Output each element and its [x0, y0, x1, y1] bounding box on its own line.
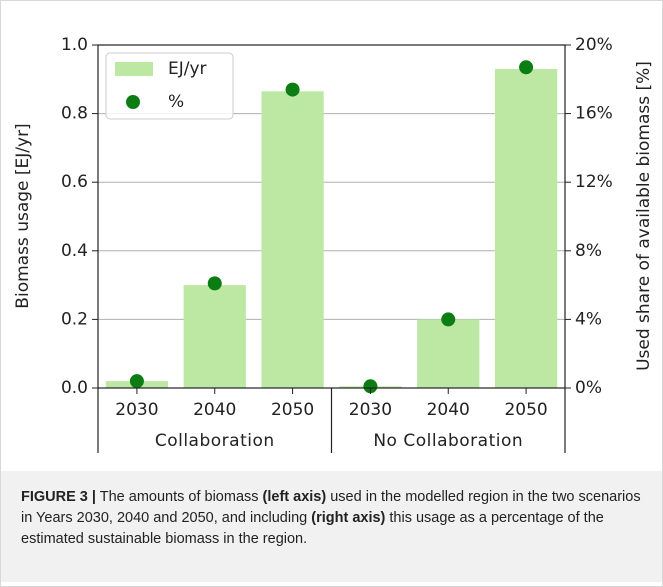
legend-label: % [168, 92, 184, 112]
y2-axis-label: Used share of available biomass [%] [634, 61, 654, 371]
legend-patch [115, 62, 153, 76]
y-tick-label: 0.0 [61, 378, 88, 398]
y2-tick-label: 8% [575, 241, 602, 261]
x-tick-label: 2040 [427, 400, 470, 420]
caption-text: The amounts of biomass [95, 489, 263, 505]
y-tick-label: 0.4 [61, 241, 88, 261]
group-label: Collaboration [155, 431, 275, 451]
y-tick-label: 1.0 [61, 35, 88, 55]
legend-label: EJ/yr [168, 59, 207, 79]
caption: FIGURE 3 | The amounts of biomass (left … [1, 471, 662, 582]
caption-text: used in the modelled region in the two s… [21, 489, 641, 526]
dot [441, 312, 456, 327]
group-label: No Collaboration [373, 431, 523, 451]
caption-text: (right axis) [311, 510, 386, 526]
y2-tick-label: 16% [575, 104, 613, 124]
bar [183, 285, 246, 388]
x-tick-label: 2050 [504, 400, 547, 420]
chart: Biomass usage [EJ/yr] Used share of avai… [13, 35, 654, 453]
y2-tick-label: 20% [575, 35, 613, 55]
caption-text: (left axis) [262, 489, 327, 505]
x-tick-label: 2030 [349, 400, 392, 420]
caption-text: this usage as a percentage of the estima… [21, 510, 604, 547]
dot [207, 276, 222, 291]
y2-tick-label: 4% [575, 309, 602, 329]
dot [519, 60, 534, 75]
bar [261, 91, 324, 389]
caption-text: FIGURE 3 | [21, 489, 96, 505]
x-tick-label: 2030 [115, 400, 158, 420]
x-tick-label: 2050 [271, 400, 314, 420]
y2-tick-label: 12% [575, 172, 613, 192]
y2-tick-label: 0% [575, 378, 602, 398]
dot [129, 374, 144, 389]
dot [363, 379, 378, 394]
y-tick-label: 0.6 [61, 172, 88, 192]
y-tick-label: 0.8 [61, 104, 88, 124]
bar [417, 319, 480, 388]
legend-dot [126, 95, 140, 109]
y-tick-label: 0.2 [61, 309, 88, 329]
y-axis-label: Biomass usage [EJ/yr] [13, 123, 33, 308]
x-tick-label: 2040 [193, 400, 236, 420]
dot [285, 82, 300, 97]
bar [494, 69, 558, 388]
